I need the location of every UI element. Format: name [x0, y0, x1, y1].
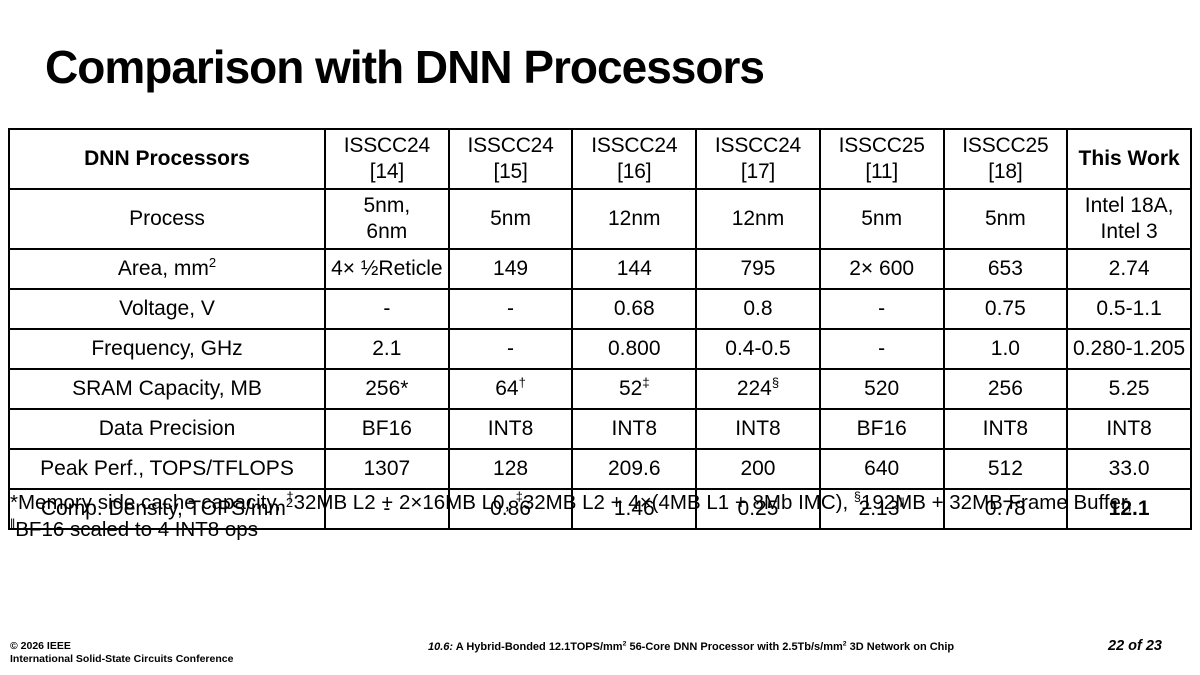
table-cell: BF16 [818, 408, 945, 451]
table-cell: 128 [447, 448, 574, 491]
column-header: ISSCC25 [11] [818, 127, 945, 191]
table-cell: 5nm [942, 188, 1069, 251]
table-cell: 200 [695, 448, 821, 491]
comparison-table: DNN Processors ISSCC24 [14] ISSCC24 [15] IS… [8, 127, 1192, 531]
table-cell: 4× ½Reticle [324, 248, 450, 291]
table-cell: INT8 [571, 408, 698, 451]
column-header: ISSCC24 [17] [695, 127, 821, 191]
column-header: ISSCC24 [14] [324, 127, 450, 191]
footer-paper-title: 10.6: A Hybrid-Bonded 12.1TOPS/mm2 56-Co… [428, 640, 955, 653]
table-cell: 12nm [571, 188, 698, 251]
table-cell: 640 [818, 448, 945, 491]
table-cell: 0.25 [695, 488, 821, 531]
row-label: Area, mm2 [8, 248, 326, 291]
table-row: Data Precision BF16 INT8 INT8 INT8 BF16 INT8 IN… [8, 408, 1192, 451]
table-cell: 52‡ [571, 368, 698, 411]
table-header-row: DNN Processors ISSCC24 [14] ISSCC24 [15] IS… [8, 127, 1192, 191]
table-cell: Intel 18A, Intel 3 [1066, 188, 1192, 251]
table-cell: 5.25 [1066, 368, 1192, 411]
column-header: This Work [1066, 127, 1192, 191]
table-cell: 2.13‖ [818, 488, 945, 531]
table-cell: 520 [818, 368, 945, 411]
footer-page-number: 22 of 23 [1108, 638, 1162, 654]
table-row: Comp. Density, TOPS/mm2-0.86 1.46 0.25 2.13… [8, 488, 1192, 531]
row-label: Comp. Density, TOPS/mm2 [8, 488, 326, 531]
table-cell: - [447, 288, 574, 331]
table-cell: 5nm [447, 188, 574, 251]
footer-copyright-line2: International Solid-State Circuits Confe… [10, 653, 234, 666]
table-cell: 64† [447, 368, 574, 411]
column-header: ISSCC24 [15] [447, 127, 574, 191]
column-header: ISSCC24 [16] [571, 127, 698, 191]
table-cell: 12nm [695, 188, 821, 251]
table-row: Area, mm2 4× ½Reticle 149 144 795 2× 600 653 2.… [8, 248, 1192, 291]
table-cell: INT8 [942, 408, 1069, 451]
table-cell: INT8 [695, 408, 821, 451]
table-cell: 2× 600 [818, 248, 945, 291]
table-row: Voltage, V - -0.68 0.8-0.75 0.5-1.1 [8, 288, 1192, 331]
table-cell: 2.1 [324, 328, 450, 371]
table-cell: 1.0 [942, 328, 1069, 371]
table-cell: - [447, 328, 574, 371]
table-cell: 0.4-0.5 [695, 328, 821, 371]
table-cell: 149 [447, 248, 574, 291]
footnote: *Memory side cache capacity, †32MB L2 + … [10, 489, 1133, 541]
table-cell: 1.46 [571, 488, 698, 531]
table-cell: 653 [942, 248, 1069, 291]
row-label: SRAM Capacity, MB [8, 368, 326, 411]
table-cell: 256* [324, 368, 450, 411]
row-label: Voltage, V [8, 288, 326, 331]
table-cell: 0.86 [447, 488, 574, 531]
table-row: SRAM Capacity, MB 256* 64† 52‡ 224§ 520 256 5.2… [8, 368, 1192, 411]
table-cell: 209.6 [571, 448, 698, 491]
table-cell: 2.74 [1066, 248, 1192, 291]
row-label: Frequency, GHz [8, 328, 326, 371]
table-cell: 224§ [695, 368, 821, 411]
table-cell: INT8 [447, 408, 574, 451]
footer-copyright: © 2026 IEEE International Solid-State Ci… [10, 640, 233, 666]
table-cell: BF16 [324, 408, 450, 451]
row-label: Data Precision [8, 408, 326, 451]
table-cell: 12.1 [1066, 488, 1192, 531]
table-cell: - [324, 488, 450, 531]
table-row: Frequency, GHz 2.1-0.800 0.4-0.5-1.0 0.280-… [8, 328, 1192, 371]
table-cell: - [818, 328, 945, 371]
table-cell: 0.5-1.1 [1066, 288, 1192, 331]
table-cell: 0.800 [571, 328, 698, 371]
table-cell: 0.75 [942, 288, 1069, 331]
table-cell: 0.68 [571, 288, 698, 331]
slide-title: Comparison with DNN Processors [45, 41, 765, 93]
table-cell: 512 [942, 448, 1069, 491]
table-cell: 0.280-1.205 [1066, 328, 1192, 371]
table-cell: 256 [942, 368, 1069, 411]
table-cell: - [324, 288, 450, 331]
table-corner-header: DNN Processors [8, 127, 326, 191]
footer-copyright-line1: © 2026 IEEE [10, 640, 71, 652]
table-cell: 0.78 [942, 488, 1069, 531]
table-row: Peak Perf., TOPS/TFLOPS 1307 128 209.6 200 64… [8, 448, 1192, 491]
row-label: Peak Perf., TOPS/TFLOPS [8, 448, 326, 491]
table-cell: 144 [571, 248, 698, 291]
table-cell: 5nm [818, 188, 945, 251]
table-cell: 795 [695, 248, 821, 291]
table-cell: 33.0 [1066, 448, 1192, 491]
table-cell: 5nm, 6nm [324, 188, 450, 251]
column-header: ISSCC25 [18] [942, 127, 1069, 191]
table-cell: 0.8 [695, 288, 821, 331]
table-cell: 1307 [324, 448, 450, 491]
row-label: Process [8, 188, 326, 251]
table-cell: INT8 [1066, 408, 1192, 451]
table-cell: - [818, 288, 945, 331]
table-row: Process 5nm, 6nm 5nm 12nm 12nm 5nm 5nm Intel 18… [8, 188, 1192, 251]
